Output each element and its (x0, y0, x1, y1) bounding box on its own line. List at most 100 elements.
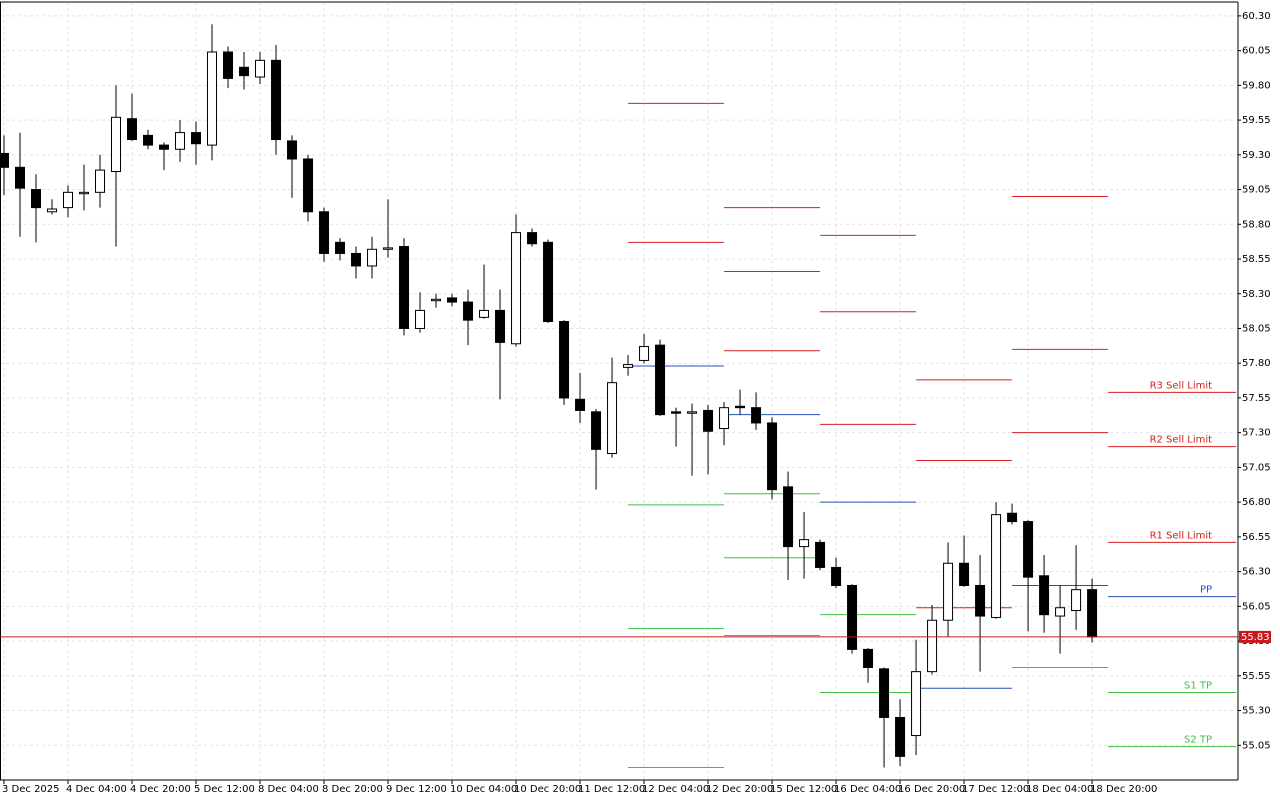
candle-body (399, 246, 410, 329)
y-tick-label: 57.80 (1242, 358, 1271, 369)
candle-body (607, 382, 618, 455)
resistance-label: R1 Sell Limit (1150, 530, 1213, 541)
candle-body (975, 585, 986, 617)
y-tick-label: 56.30 (1242, 567, 1271, 578)
candle-body (879, 668, 890, 718)
candle-body (431, 298, 442, 302)
candle-body (575, 398, 586, 411)
candle-body (303, 158, 314, 213)
candle-body (639, 346, 650, 361)
candle-body (1071, 589, 1082, 612)
y-tick-label: 56.55 (1242, 532, 1271, 543)
y-tick-label: 55.05 (1242, 740, 1271, 751)
x-tick-label: 8 Dec 20:00 (322, 784, 383, 795)
candle-body (159, 144, 170, 150)
candle-body (943, 562, 954, 621)
candle-body (591, 411, 602, 450)
candle-body (1023, 521, 1034, 578)
candle-body (559, 321, 570, 399)
candle-body (127, 118, 138, 141)
candle-body (207, 51, 218, 146)
y-tick-label: 56.80 (1242, 497, 1271, 508)
y-tick-label: 59.05 (1242, 185, 1271, 196)
candle-body (495, 309, 506, 343)
candle-body (895, 716, 906, 757)
y-tick-label: 57.55 (1242, 393, 1271, 404)
candle-body (767, 422, 778, 491)
candle-body (815, 541, 826, 568)
candle-body (287, 140, 298, 160)
y-tick-label: 58.05 (1242, 323, 1271, 334)
candle-body (175, 132, 186, 150)
candle-body (735, 405, 746, 409)
candle-body (15, 166, 26, 189)
candle-body (703, 409, 714, 432)
candle-body (863, 648, 874, 668)
y-tick-label: 60.30 (1242, 11, 1271, 22)
x-tick-label: 4 Dec 04:00 (66, 784, 127, 795)
candle-body (671, 411, 682, 414)
candle-body (47, 208, 58, 213)
x-tick-label: 11 Dec 12:00 (578, 784, 645, 795)
y-tick-label: 59.80 (1242, 80, 1271, 91)
resistance-label: R3 Sell Limit (1150, 380, 1213, 391)
candle-body (623, 364, 634, 368)
support-label: S2 TP (1184, 735, 1212, 746)
candle-body (351, 252, 362, 267)
candle-body (655, 344, 666, 416)
candle-body (447, 297, 458, 303)
candle-body (799, 539, 810, 548)
last-price-box (1239, 630, 1271, 643)
candle-body (95, 169, 106, 193)
x-tick-label: 3 Dec 2025 (2, 784, 60, 795)
candle-body (527, 232, 538, 245)
candle-body (1055, 607, 1066, 617)
last-price-label: 55.83 (1241, 632, 1270, 643)
candle-body (1039, 575, 1050, 616)
candle-body (783, 486, 794, 548)
y-tick-label: 55.55 (1242, 671, 1271, 682)
candle-body (543, 241, 554, 323)
candle-body (335, 241, 346, 254)
y-tick-label: 57.30 (1242, 428, 1271, 439)
y-tick-label: 55.30 (1242, 706, 1271, 717)
x-tick-label: 10 Dec 04:00 (450, 784, 517, 795)
candle-body (959, 562, 970, 586)
x-tick-label: 9 Dec 12:00 (386, 784, 447, 795)
candle-body (911, 671, 922, 737)
candle-body (687, 411, 698, 414)
support-label: S1 TP (1184, 680, 1212, 691)
y-tick-label: 59.30 (1242, 150, 1271, 161)
candle-body (271, 59, 282, 141)
candle-body (63, 191, 74, 209)
candle-body (751, 407, 762, 424)
candle-body (223, 51, 234, 79)
pivot-label: PP (1200, 585, 1212, 596)
x-tick-label: 8 Dec 04:00 (258, 784, 319, 795)
candle-body (479, 309, 490, 318)
candle-body (463, 301, 474, 321)
x-tick-label: 10 Dec 20:00 (514, 784, 581, 795)
candle-body (831, 566, 842, 586)
candle-body (367, 248, 378, 267)
y-tick-label: 56.05 (1242, 601, 1271, 612)
y-tick-label: 57.05 (1242, 462, 1271, 473)
x-tick-label: 5 Dec 12:00 (194, 784, 255, 795)
x-tick-label: 15 Dec 12:00 (770, 784, 837, 795)
x-tick-label: 16 Dec 20:00 (898, 784, 965, 795)
candle-body (239, 66, 250, 77)
x-tick-label: 4 Dec 20:00 (130, 784, 191, 795)
candle-body (511, 232, 522, 345)
x-tick-label: 12 Dec 04:00 (642, 784, 709, 795)
x-tick-label: 17 Dec 12:00 (962, 784, 1029, 795)
x-tick-label: 18 Dec 20:00 (1090, 784, 1157, 795)
candle-body (383, 247, 394, 250)
y-tick-label: 58.30 (1242, 289, 1271, 300)
y-tick-label: 59.55 (1242, 115, 1271, 126)
x-tick-label: 12 Dec 20:00 (706, 784, 773, 795)
candle-body (143, 134, 154, 146)
candle-body (1007, 512, 1018, 523)
candle-body (719, 407, 730, 430)
